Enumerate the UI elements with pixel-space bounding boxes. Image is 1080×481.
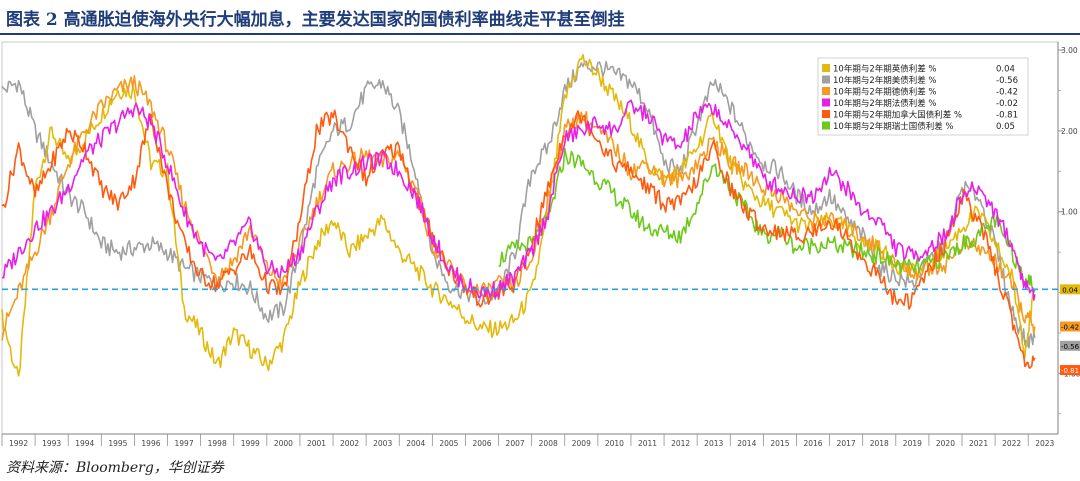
legend-value: 0.05 xyxy=(996,122,1015,132)
x-tick-label: 1999 xyxy=(241,439,260,448)
latest-tag-box xyxy=(1060,284,1080,295)
series-line-2 xyxy=(1,75,1036,341)
latest-tag-box xyxy=(1060,321,1080,332)
source-note: 资料来源：Bloomberg，华创证券 xyxy=(6,460,224,476)
legend-label: 10年期与2年期英债利差 % xyxy=(833,64,937,75)
x-tick-label: 2007 xyxy=(506,439,525,448)
legend-swatch xyxy=(822,98,830,107)
title-rule xyxy=(0,33,1080,35)
x-tick-label: 1997 xyxy=(175,439,194,448)
legend-value: -0.56 xyxy=(996,76,1018,86)
x-tick-label: 2006 xyxy=(472,439,491,448)
x-tick-label: 1992 xyxy=(9,439,28,448)
legend-swatch xyxy=(822,87,830,95)
y-tick-label: 2.00 xyxy=(1061,127,1078,136)
legend-value: -0.42 xyxy=(996,88,1018,98)
x-tick-label: 2013 xyxy=(704,439,723,448)
latest-tag-value: -0.81 xyxy=(1061,367,1079,375)
latest-tag-box xyxy=(1060,340,1080,351)
legend-label: 10年期与2年期瑞士国债利差 % xyxy=(833,121,954,132)
yield-spread-chart: 3.002.001.00-1.0019921993199419951996199… xyxy=(0,38,1080,453)
latest-tag-value: -0.56 xyxy=(1061,343,1080,351)
legend-label: 10年期与2年期德债利差 % xyxy=(833,87,937,98)
x-tick-label: 1998 xyxy=(208,439,227,448)
x-tick-label: 2020 xyxy=(936,439,955,448)
x-tick-label: 2003 xyxy=(373,439,392,448)
x-tick-label: 2017 xyxy=(837,439,856,448)
latest-value-labels: 0.04 -0.42 -0.56 -0.81 xyxy=(1060,284,1080,376)
figure-title: 图表 2 高通胀迫使海外央行大幅加息，主要发达国家的国债利率曲线走平甚至倒挂 xyxy=(6,10,625,30)
legend-box xyxy=(817,57,1029,136)
legend-swatch xyxy=(822,64,830,72)
x-tick-label: 2002 xyxy=(340,439,359,448)
legend: 10年期与2年期英债利差 % 0.04 10年期与2年期美债利差 % -0.56 10年… xyxy=(817,57,1029,136)
x-tick-label: 2009 xyxy=(572,439,591,448)
latest-tag-box xyxy=(1060,365,1080,376)
x-tick-label: 2010 xyxy=(605,439,624,448)
legend-label: 10年期与2年期法债利差 % xyxy=(833,98,937,109)
x-tick-label: 2001 xyxy=(307,439,326,448)
y-tick-label: 3.00 xyxy=(1061,46,1078,55)
chart-area: 3.002.001.00-1.0019921993199419951996199… xyxy=(0,38,1080,453)
x-tick-label: 2021 xyxy=(969,439,988,448)
y-tick-label: 1.00 xyxy=(1061,208,1078,217)
axis-layer: 3.002.001.00-1.0019921993199419951996199… xyxy=(1,42,1080,448)
x-tick-label: 1996 xyxy=(141,439,160,448)
x-tick-label: 2004 xyxy=(406,439,425,448)
x-tick-label: 2011 xyxy=(638,439,657,448)
x-tick-label: 1994 xyxy=(75,439,94,448)
x-tick-label: 2022 xyxy=(1002,439,1021,448)
x-tick-label: 2023 xyxy=(1035,439,1054,448)
series-line-3 xyxy=(1,99,1036,301)
legend-label: 10年期与2年期美债利差 % xyxy=(833,75,937,86)
legend-label: 10年期与2年期加拿大国债利差 % xyxy=(833,110,962,121)
x-tick-label: 2014 xyxy=(737,439,756,448)
x-tick-label: 2005 xyxy=(439,439,458,448)
x-tick-label: 2000 xyxy=(274,439,293,448)
legend-value: -0.81 xyxy=(996,111,1018,121)
legend-value: 0.04 xyxy=(996,65,1015,75)
series-line-4 xyxy=(1,109,1036,369)
legend-value: -0.02 xyxy=(996,99,1018,109)
x-tick-label: 2019 xyxy=(903,439,922,448)
x-tick-label: 2018 xyxy=(870,439,889,448)
x-tick-label: 2008 xyxy=(539,439,558,448)
x-tick-label: 2016 xyxy=(803,439,822,448)
x-tick-label: 2015 xyxy=(770,439,789,448)
latest-tag-value: -0.42 xyxy=(1061,324,1079,332)
x-tick-label: 2012 xyxy=(671,439,690,448)
x-tick-label: 1995 xyxy=(108,439,127,448)
latest-tag-value: 0.04 xyxy=(1062,286,1078,294)
legend-swatch xyxy=(822,110,830,118)
series-layer xyxy=(1,53,1036,377)
legend-swatch xyxy=(822,121,830,130)
legend-swatch xyxy=(822,75,830,84)
x-tick-label: 1993 xyxy=(42,439,61,448)
